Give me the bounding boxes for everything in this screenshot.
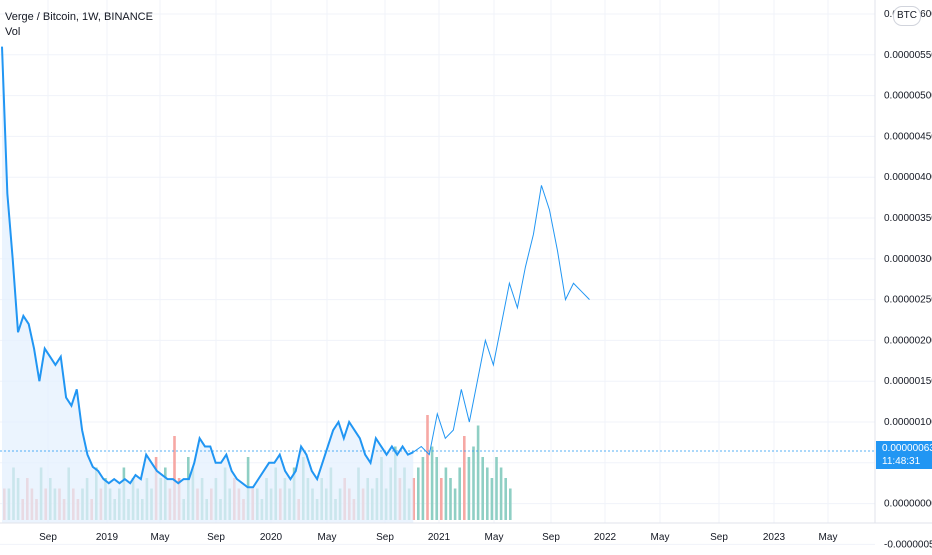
volume-bar bbox=[453, 488, 457, 520]
x-tick-label: 2019 bbox=[96, 532, 119, 543]
x-tick-label: May bbox=[151, 532, 170, 543]
volume-label[interactable]: Vol bbox=[5, 26, 21, 38]
volume-bar bbox=[444, 467, 448, 520]
x-tick-label: Sep bbox=[39, 532, 57, 543]
projection-line-series[interactable] bbox=[412, 185, 590, 456]
chart-legend: Verge / Bitcoin, 1W, BINANCE Vol bbox=[5, 10, 153, 40]
y-tick-label: 0.00000300 bbox=[884, 254, 932, 265]
y-tick-label: 0.00000450 bbox=[884, 131, 932, 142]
price-area-fill bbox=[2, 46, 414, 523]
y-tick-label: -0.00000050 bbox=[884, 539, 932, 550]
x-tick-label: 2020 bbox=[260, 532, 283, 543]
price-line-series[interactable] bbox=[1, 46, 414, 489]
volume-bar bbox=[412, 478, 415, 520]
volume-bar bbox=[458, 467, 461, 520]
volume-bar bbox=[472, 446, 475, 520]
x-tick-label: Sep bbox=[542, 532, 560, 543]
x-tick-label: Sep bbox=[376, 532, 394, 543]
volume-bar bbox=[486, 467, 489, 520]
x-tick-label: 2022 bbox=[594, 532, 617, 543]
volume-bar bbox=[481, 457, 484, 520]
area-layer bbox=[2, 46, 414, 523]
volume-bar bbox=[495, 457, 498, 520]
volume-bar bbox=[421, 457, 425, 520]
x-tick-label: May bbox=[819, 532, 838, 543]
x-tick-label: 2023 bbox=[763, 532, 786, 543]
symbol-title[interactable]: Verge / Bitcoin, 1W, BINANCE bbox=[5, 11, 153, 23]
y-tick-label: 0.00000000 bbox=[884, 499, 932, 510]
y-tick-label: 0.00000100 bbox=[884, 417, 932, 428]
y-tick-label: 0.00000200 bbox=[884, 335, 932, 346]
bar-countdown: 11:48:31 bbox=[882, 456, 921, 467]
x-axis: Sep 2019 May Sep 2020 May Sep 2021 May Sep 2022 May… bbox=[39, 532, 837, 543]
volume-bar bbox=[467, 457, 471, 520]
line-layer bbox=[1, 46, 590, 489]
volume-bar bbox=[476, 425, 480, 520]
x-tick-label: May bbox=[651, 532, 670, 543]
volume-bar bbox=[504, 478, 507, 520]
y-tick-label: 0.00000250 bbox=[884, 295, 932, 306]
volume-bar bbox=[417, 467, 420, 520]
volume-bar bbox=[463, 436, 466, 520]
volume-bar bbox=[430, 446, 434, 520]
x-tick-label: 2021 bbox=[428, 532, 451, 543]
volume-bar bbox=[440, 478, 443, 520]
volume-bar bbox=[490, 478, 494, 520]
volume-bar bbox=[435, 457, 438, 520]
volume-bar bbox=[499, 467, 503, 520]
x-tick-label: May bbox=[318, 532, 337, 543]
currency-badge[interactable]: BTC bbox=[893, 6, 921, 26]
volume-bar bbox=[509, 488, 512, 520]
last-price-tag: 0.00000063 11:48:31 bbox=[876, 441, 932, 469]
y-tick-label: 0.00000150 bbox=[884, 376, 932, 387]
volume-bar bbox=[173, 436, 176, 520]
x-tick-label: Sep bbox=[207, 532, 225, 543]
volume-bar bbox=[426, 415, 429, 520]
x-tick-label: May bbox=[485, 532, 504, 543]
last-price-value: 0.00000063 bbox=[882, 443, 932, 454]
y-tick-label: 0.00000500 bbox=[884, 91, 932, 102]
y-tick-label: 0.00000550 bbox=[884, 50, 932, 61]
x-tick-label: Sep bbox=[710, 532, 728, 543]
y-tick-label: 0.00000350 bbox=[884, 213, 932, 224]
volume-bar bbox=[449, 478, 452, 520]
y-tick-label: 0.00000400 bbox=[884, 172, 932, 183]
